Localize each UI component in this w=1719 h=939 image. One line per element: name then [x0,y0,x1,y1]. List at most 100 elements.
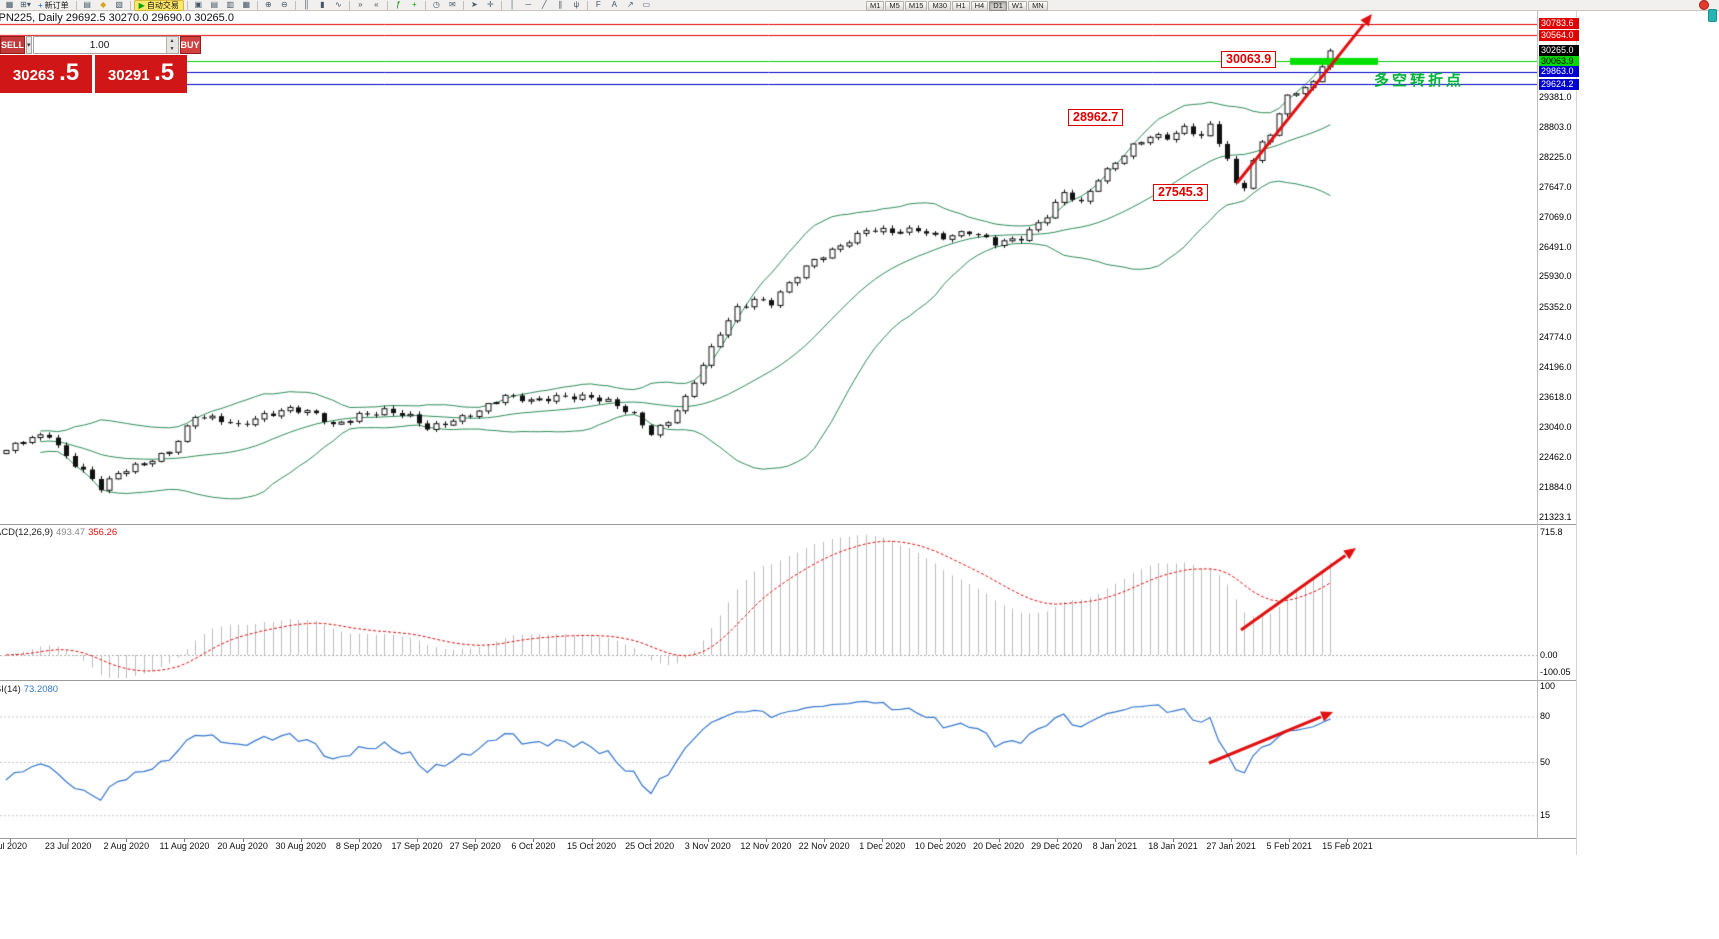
buy-button[interactable]: BUY [179,36,201,54]
toolbar-separator [129,0,131,10]
toolbar-separator [256,0,258,10]
trendline-icon[interactable]: ╱ [541,0,547,9]
time-label: 12 Nov 2020 [740,841,792,851]
rsi-panel-canvas[interactable] [0,682,1537,838]
pitchfork-icon[interactable]: ψ [573,0,580,9]
time-label: Jul 2020 [0,841,28,851]
timeframe-d1-button[interactable]: D1 [989,0,1007,11]
candlestick-chart-icon[interactable]: ▮ [320,0,325,9]
zoom-out-icon[interactable]: ⊖ [280,0,288,9]
buy-price-display[interactable]: 30291 .5 [95,55,187,93]
navigator-icon[interactable]: ◆ [100,0,107,9]
tile-horizontally-icon[interactable]: ▤ [210,0,219,9]
timeframe-h4-button[interactable]: H4 [970,0,989,11]
fibonacci-icon[interactable]: F [595,0,601,9]
cascade-windows-icon[interactable]: ▣ [194,0,203,9]
toolbar-separator [348,0,350,10]
toolbar-button-label: 新订单 [44,0,69,10]
toolbar-separator [500,0,502,10]
macd-panel-canvas[interactable] [0,525,1537,679]
price-callout[interactable]: 28962.7 [1068,109,1124,126]
price-chart-canvas[interactable] [0,10,1537,524]
chart-shift-icon[interactable]: « [374,0,379,9]
time-label: 8 Sep 2020 [335,841,382,851]
bar-chart-icon[interactable]: ║ [303,0,310,9]
connection-status-icon[interactable] [1699,0,1709,10]
price-scale-label: 24196.0 [1539,362,1572,372]
indicators-icon[interactable]: ƒ [396,0,401,9]
timeframe-w1-button[interactable]: W1 [1007,0,1028,11]
price-callout[interactable]: 27545.3 [1153,184,1209,201]
price-scale-label: 23618.0 [1539,392,1572,402]
toolbar-separator [386,0,388,10]
timeframe-m15-button[interactable]: M15 [904,0,928,11]
price-scale-label: 29381.0 [1539,92,1572,102]
trade-settings-caret-icon[interactable]: ▾ [26,36,32,54]
horizontal-line-icon[interactable]: ─ [525,0,532,9]
macd-panel-separator [0,524,1576,525]
arrange-icons-icon[interactable]: ▦ [242,0,251,9]
vertical-line-icon[interactable]: │ [509,0,515,9]
lot-down-button[interactable]: ▼ [165,45,178,53]
price-marker-black: 30265.0 [1539,45,1579,56]
time-label: 5 Feb 2021 [1266,841,1313,851]
lot-up-button[interactable]: ▲ [165,37,178,45]
price-marker-blue: 29863.0 [1539,66,1579,77]
time-tick [475,839,476,842]
add-indicator-icon[interactable]: + [411,0,417,9]
mail-icon[interactable]: ✉ [448,0,456,9]
zoom-in-icon[interactable]: ⊕ [264,0,272,9]
trade-prices-row: 30263 .5 30291 .5 [0,55,187,93]
time-label: 11 Aug 2020 [159,841,210,851]
sell-price-display[interactable]: 30263 .5 [0,55,92,93]
time-label: 10 Dec 2020 [914,841,966,851]
shapes-icon[interactable]: ▭ [642,0,651,9]
time-tick [940,839,941,842]
price-scale-label: 27647.0 [1539,182,1572,192]
tile-vertically-icon[interactable]: ▥ [226,0,235,9]
time-tick [1231,839,1232,842]
terminal-icon[interactable]: ▧ [115,0,123,9]
lot-size-input[interactable] [33,37,166,53]
new-chart-icon[interactable]: ⊞▾ [20,0,31,9]
period-icon[interactable]: ◷ [432,0,440,9]
text-label-icon[interactable]: A [611,0,617,9]
timeframe-mn-button[interactable]: MN [1028,0,1048,11]
price-callout[interactable]: 30063.9 [1221,51,1277,68]
channel-icon[interactable]: ∥ [558,0,563,9]
time-tick [1173,839,1174,842]
sell-button[interactable]: SELL [0,36,26,54]
price-marker-red: 30564.0 [1539,30,1579,41]
time-tick [533,839,534,842]
timeframe-h1-button[interactable]: H1 [952,0,970,11]
toolbar-separator [186,0,188,10]
crosshair-icon[interactable]: ✛ [486,0,494,9]
time-label: 29 Dec 2020 [1031,841,1083,851]
timeframe-m5-button[interactable]: M5 [885,0,904,11]
time-tick [824,839,825,842]
new-order-button[interactable]: + 新订单 [34,0,73,11]
timeframe-m30-button[interactable]: M30 [928,0,952,11]
time-label: 17 Sep 2020 [391,841,443,851]
price-marker-green: 30063.9 [1539,56,1579,67]
toolbar-separator [462,0,464,10]
autotrading-button[interactable]: ▶ 自动交易 [133,0,184,11]
auto-scroll-icon[interactable]: » [358,0,363,9]
timeframe-toolbar: M1 M5 M15 M30 H1 H4 D1 W1 MN [866,0,1048,11]
arrow-objects-icon[interactable]: ↗ [626,0,634,9]
price-scale-label: 21323.1 [1539,512,1572,522]
macd-scale-label: 715.8 [1540,527,1563,537]
macd-scale-label: -100.05 [1540,667,1571,677]
main-toolbar: ▦ ⊞▾ + 新订单 ▤ ◆ ▧ ▶ 自动交易 ▣ ▤ ▥ ▦ ⊕ ⊖ ║ ▮ ∿ » « ƒ + ◷ ✉ ➤ ✛ │ ─ ╱ ∥ ψ F A ↗… [0,0,1719,11]
line-chart-icon[interactable]: ∿ [334,0,342,9]
vertical-scrollbar-thumb[interactable] [1708,9,1717,22]
charts-grid-icon[interactable]: ▦ [5,0,14,9]
market-watch-icon[interactable]: ▤ [83,0,91,9]
text-annotation[interactable]: 多空转折点 [1374,72,1465,89]
timeframe-m1-button[interactable]: M1 [866,0,885,11]
price-scale-label: 21884.0 [1539,482,1572,492]
cursor-icon[interactable]: ➤ [470,0,478,9]
time-tick [417,839,418,842]
